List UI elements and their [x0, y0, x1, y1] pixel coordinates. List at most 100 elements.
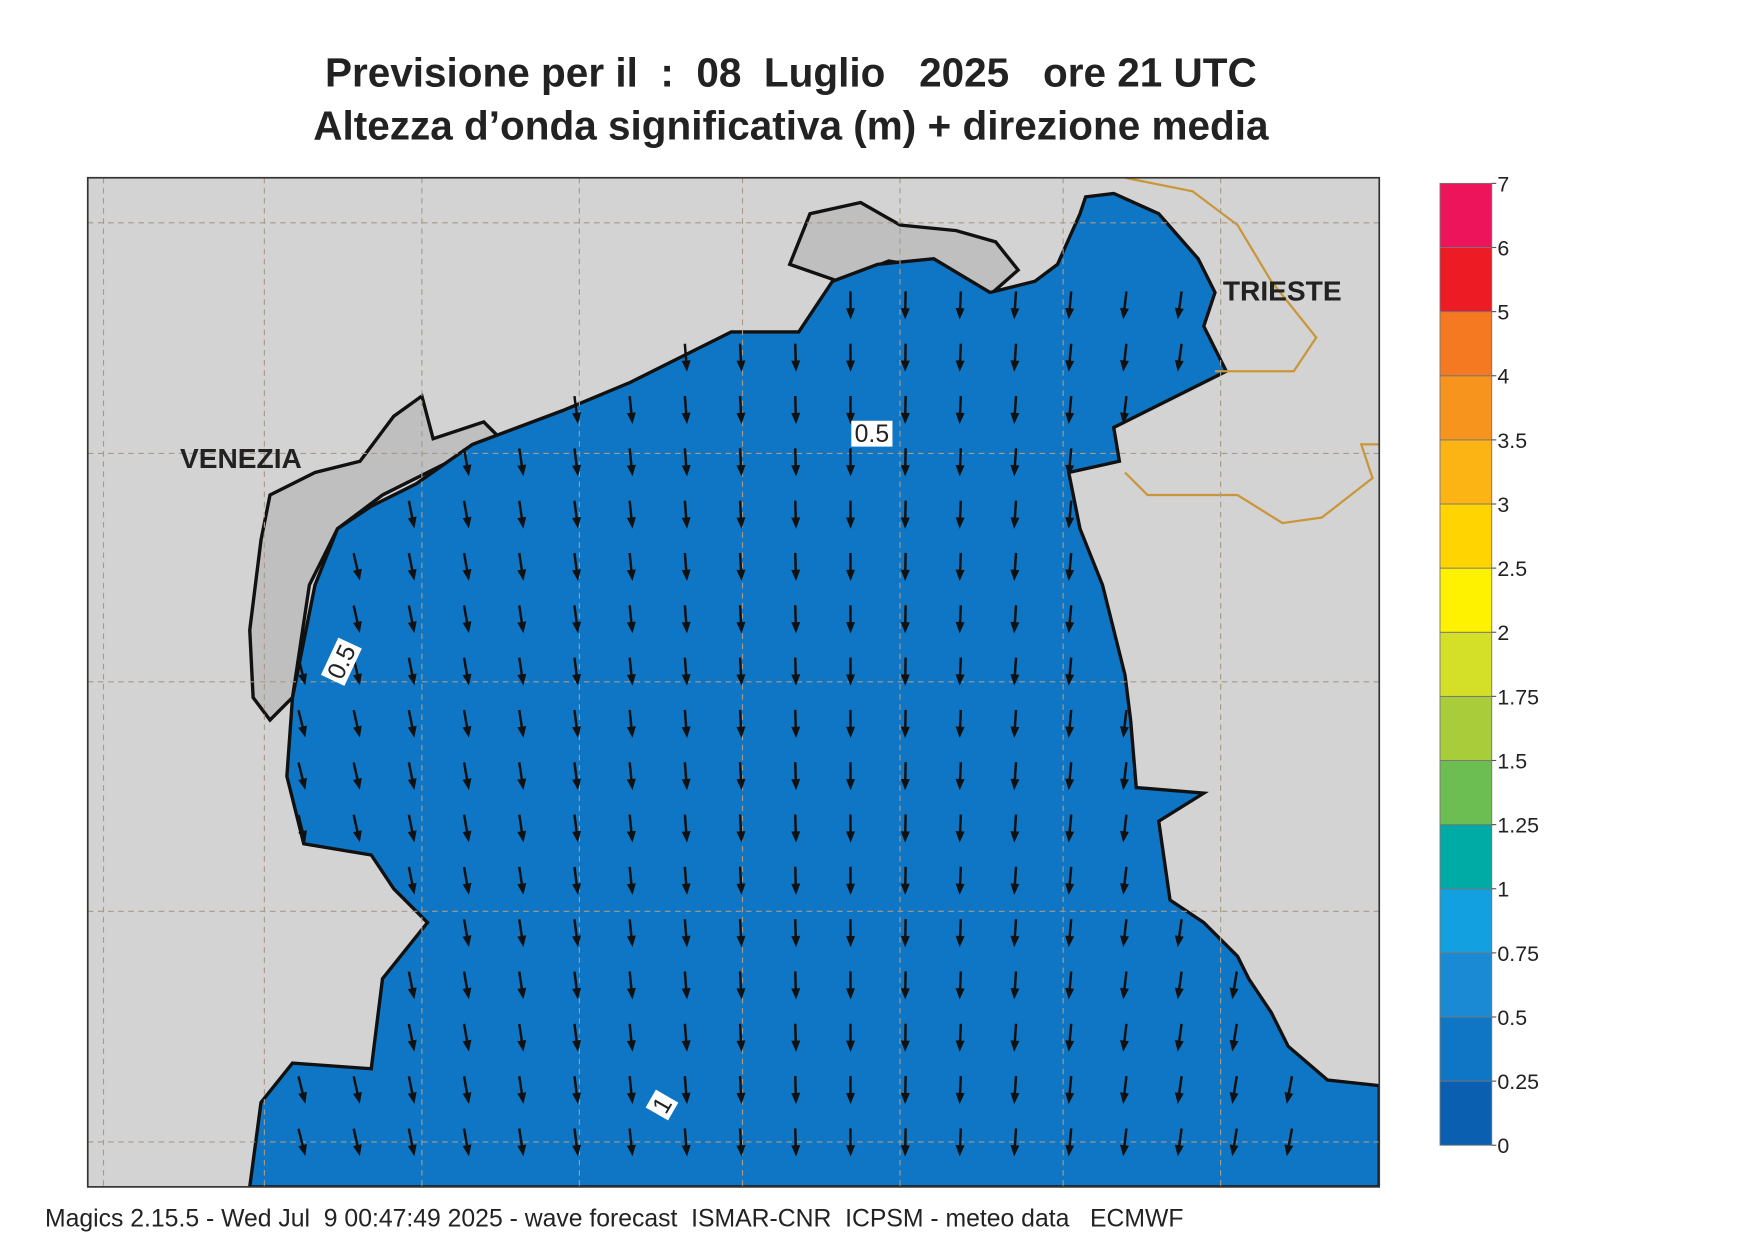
arrow-head	[736, 831, 746, 843]
arrow-head	[681, 1092, 691, 1105]
arrow-head	[352, 621, 362, 633]
arrow-head	[462, 621, 472, 634]
contour-label-box	[320, 637, 362, 686]
colorbar-segment	[1439, 1080, 1493, 1146]
arrow-head	[298, 1144, 307, 1157]
arrow-head	[1010, 517, 1020, 529]
arrow-head	[517, 935, 527, 948]
arrow-head	[955, 360, 965, 372]
arrow-head	[681, 621, 691, 634]
arrow-head	[1065, 1092, 1075, 1105]
arrow-head	[955, 464, 965, 477]
arrow-head	[462, 935, 472, 948]
arrow-head	[846, 883, 856, 895]
arrow-head	[407, 725, 417, 738]
arrow-head	[1120, 987, 1129, 1000]
arrow-head	[517, 987, 527, 1000]
colorbar-segment	[1439, 695, 1493, 761]
arrow-head	[298, 830, 307, 843]
arrow-head	[352, 1144, 362, 1157]
arrow-head	[955, 726, 965, 738]
colorbar-segment	[1439, 1016, 1493, 1082]
contour-label: 0.5	[851, 420, 893, 448]
arrow-head	[736, 569, 746, 582]
arrow-head	[1010, 360, 1020, 372]
arrow-head	[1065, 726, 1075, 738]
arrow-head	[572, 1040, 582, 1052]
arrow-head	[407, 516, 417, 529]
arrow-head	[1174, 1092, 1184, 1105]
colorbar-segment	[1439, 760, 1493, 826]
arrow-head	[791, 726, 801, 738]
arrow-head	[1229, 1039, 1239, 1052]
colorbar-label: 3.5	[1497, 429, 1527, 453]
arrow-head	[736, 517, 746, 529]
colorbar-label: 0.5	[1497, 1006, 1527, 1030]
arrow-head	[955, 831, 965, 843]
arrow-head	[1120, 307, 1129, 320]
arrow-head	[407, 1091, 417, 1104]
colorbar-label: 6	[1497, 236, 1509, 260]
arrow-head	[791, 935, 801, 948]
arrow-head	[846, 517, 856, 529]
arrow-head	[955, 883, 965, 895]
arrow-head	[900, 935, 910, 948]
arrow-head	[517, 1092, 527, 1105]
arrow-head	[462, 778, 472, 791]
arrow-head	[791, 831, 801, 843]
arrow-head	[846, 622, 856, 634]
arrow-head	[407, 673, 417, 686]
arrow-head	[1065, 1040, 1075, 1052]
colorbar-label: 5	[1497, 301, 1509, 325]
arrow-head	[626, 621, 636, 634]
arrow-head	[1065, 621, 1075, 634]
arrow-head	[407, 882, 417, 895]
arrow-head	[1010, 988, 1020, 1000]
arrow-head	[791, 412, 801, 425]
title: Previsione per il : 08 Luglio 2025 ore 2…	[325, 50, 1257, 96]
colorbar-segment	[1439, 439, 1493, 505]
arrow-head	[955, 569, 965, 582]
arrow-head	[626, 778, 636, 791]
arrow-head	[1065, 987, 1075, 1000]
arrow-head	[846, 988, 856, 1000]
arrow-head	[517, 516, 527, 529]
arrow-head	[900, 674, 910, 686]
arrow-head	[298, 777, 307, 790]
arrow-head	[352, 725, 362, 738]
arrow-head	[791, 778, 801, 791]
arrow-head	[681, 935, 691, 948]
arrow-head	[900, 778, 910, 791]
arrow-head	[900, 622, 910, 634]
arrow-head	[517, 882, 527, 895]
arrow-head	[900, 569, 910, 582]
arrow-head	[736, 621, 746, 634]
lagoon	[248, 393, 510, 723]
arrow-head	[955, 308, 965, 320]
arrow-head	[900, 412, 910, 425]
arrow-head	[1120, 1092, 1129, 1105]
arrow-head	[1065, 569, 1075, 581]
arrow-head	[736, 1145, 746, 1157]
arrow-head	[572, 935, 582, 948]
arrow-head	[1065, 883, 1075, 895]
arrow-head	[681, 1040, 691, 1052]
arrow-head	[1120, 726, 1129, 738]
arrow-head	[681, 674, 691, 686]
arrow-head	[846, 569, 856, 582]
arrow-head	[626, 517, 636, 529]
arrow-head	[572, 726, 582, 738]
arrow-head	[736, 1092, 746, 1105]
arrow-head	[1065, 464, 1075, 477]
arrow-head	[791, 1040, 801, 1052]
arrow-head	[900, 1092, 910, 1105]
arrow-head	[900, 988, 910, 1000]
arrow-head	[900, 831, 910, 843]
wave-direction-arrows	[297, 291, 1294, 1157]
arrow-head	[572, 883, 582, 895]
arrow-head	[846, 674, 856, 686]
arrow-head	[517, 673, 527, 686]
arrow-head	[681, 412, 691, 425]
colorbar-label: 1.25	[1497, 814, 1539, 838]
arrow-head	[572, 987, 582, 1000]
